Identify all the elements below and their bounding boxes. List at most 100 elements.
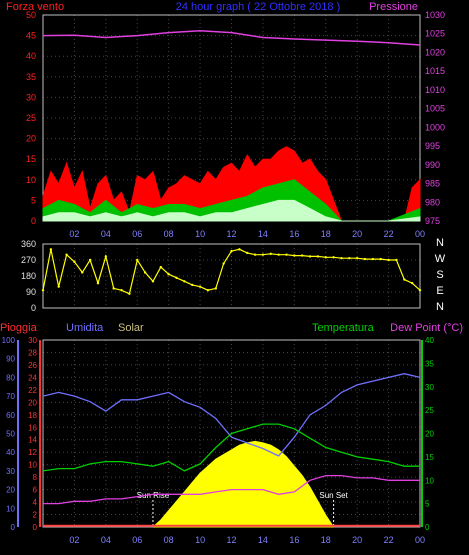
pressure-axis-title: Pressione bbox=[369, 1, 418, 13]
wind-direction-point bbox=[230, 249, 233, 253]
x-tick-label: 10 bbox=[195, 229, 205, 239]
wind-direction-point bbox=[363, 257, 367, 261]
humidity-tick-label: 100 bbox=[2, 336, 16, 345]
compass-label: W bbox=[435, 253, 446, 265]
wind-direction-point bbox=[316, 255, 320, 258]
wind-tick-label: 40 bbox=[26, 51, 36, 61]
x-tick-label: 10 bbox=[195, 535, 205, 545]
direction-tick-label: 270 bbox=[21, 255, 36, 265]
compass-label: N bbox=[436, 301, 444, 313]
wind-direction-point bbox=[395, 258, 398, 262]
wind-tick-label: 10 bbox=[26, 175, 36, 185]
pressure-tick-label: 975 bbox=[425, 216, 440, 226]
direction-tick-label: 360 bbox=[21, 239, 36, 249]
x-tick-label: 20 bbox=[352, 535, 362, 545]
humidity-tick-label: 50 bbox=[6, 430, 15, 439]
x-tick-label: 22 bbox=[384, 229, 394, 239]
humidity-axis-title: Umidita bbox=[66, 322, 104, 334]
x-tick-label: 20 bbox=[352, 229, 362, 239]
wind-direction-point bbox=[214, 287, 217, 290]
temperature-line bbox=[42, 423, 420, 472]
wind-pressure-panel: Forza vento 24 hour graph ( 22 Ottobre 2… bbox=[6, 1, 445, 239]
x-tick-label: 22 bbox=[384, 535, 394, 545]
rain-tick-label: 2 bbox=[33, 511, 38, 520]
rain-tick-label: 10 bbox=[28, 461, 37, 470]
compass-label: N bbox=[436, 237, 444, 249]
wind-direction-point bbox=[41, 289, 45, 292]
x-tick-label: 18 bbox=[321, 535, 331, 545]
wind-direction-point bbox=[88, 258, 92, 262]
wind-direction-point bbox=[222, 262, 225, 265]
wind-direction-point bbox=[371, 257, 375, 261]
temperature-tick-label: 5 bbox=[425, 500, 430, 509]
x-tick-label: 04 bbox=[101, 535, 111, 545]
rain-tick-label: 30 bbox=[28, 336, 37, 345]
x-tick-label: 14 bbox=[258, 229, 268, 239]
humidity-tick-label: 30 bbox=[6, 467, 15, 476]
pressure-line bbox=[42, 29, 421, 46]
x-tick-label: 00 bbox=[415, 535, 425, 545]
dewpoint-line bbox=[43, 474, 420, 505]
wind-direction-line bbox=[42, 248, 421, 295]
temperature-tick-label: 35 bbox=[425, 359, 434, 368]
x-tick-label: 04 bbox=[101, 229, 111, 239]
humidity-tick-label: 90 bbox=[6, 355, 15, 364]
wind-tick-label: 0 bbox=[31, 216, 36, 226]
direction-tick-label: 90 bbox=[26, 287, 36, 297]
dewpoint-axis-title: Dew Point (°C) bbox=[390, 322, 463, 334]
x-tick-label: 16 bbox=[289, 229, 299, 239]
temperature-axis-title: Temperatura bbox=[312, 322, 375, 334]
compass-label: E bbox=[436, 285, 443, 297]
rain-axis-title: Pioggia bbox=[0, 322, 38, 334]
wind-direction-point bbox=[81, 271, 84, 274]
wind-direction-point bbox=[387, 258, 390, 262]
humidity-tick-label: 40 bbox=[6, 448, 15, 457]
pressure-tick-label: 1015 bbox=[425, 66, 445, 76]
wind-direction-point bbox=[151, 280, 155, 283]
rain-tick-label: 6 bbox=[33, 486, 38, 495]
temperature-tick-label: 40 bbox=[425, 336, 434, 345]
rain-tick-label: 26 bbox=[28, 361, 37, 370]
wind-direction-point bbox=[159, 265, 163, 269]
wind-direction-point bbox=[167, 273, 170, 276]
sunset-label: Sun Set bbox=[319, 491, 348, 500]
pressure-tick-label: 1005 bbox=[425, 104, 445, 114]
rain-tick-label: 16 bbox=[28, 423, 37, 432]
wind-direction-point bbox=[120, 289, 123, 292]
x-tick-label: 16 bbox=[289, 535, 299, 545]
temperature-tick-label: 30 bbox=[425, 383, 434, 392]
x-tick-label: 12 bbox=[226, 535, 236, 545]
wind-direction-point bbox=[293, 254, 296, 257]
wind-direction-point bbox=[206, 289, 210, 292]
wind-direction-point bbox=[410, 281, 414, 285]
wind-direction-point bbox=[175, 276, 178, 279]
wind-direction-point bbox=[112, 287, 115, 290]
wind-tick-label: 20 bbox=[26, 134, 36, 144]
pressure-tick-label: 980 bbox=[425, 197, 440, 207]
wind-direction-point bbox=[355, 257, 359, 260]
pressure-tick-label: 1000 bbox=[425, 122, 445, 132]
humidity-tick-label: 20 bbox=[6, 486, 15, 495]
wind-axis-title: Forza vento bbox=[6, 1, 64, 13]
wind-direction-point bbox=[73, 260, 76, 263]
wind-tick-label: 30 bbox=[26, 92, 36, 102]
pressure-tick-label: 985 bbox=[425, 179, 440, 189]
wind-tick-label: 15 bbox=[26, 154, 36, 164]
rain-tick-label: 8 bbox=[33, 473, 38, 482]
wind-direction-point bbox=[96, 281, 100, 285]
rain-tick-label: 18 bbox=[28, 411, 37, 420]
wind-direction-point bbox=[300, 254, 304, 257]
humidity-line bbox=[42, 373, 421, 457]
direction-tick-label: 0 bbox=[31, 303, 36, 313]
wind-direction-point bbox=[136, 258, 139, 262]
wind-direction-point bbox=[238, 248, 241, 251]
rain-tick-label: 20 bbox=[28, 398, 37, 407]
wind-direction-point bbox=[128, 292, 131, 295]
temperature-tick-label: 15 bbox=[425, 453, 434, 462]
pressure-tick-label: 995 bbox=[425, 141, 440, 151]
humidity-tick-label: 60 bbox=[6, 411, 15, 420]
direction-tick-label: 180 bbox=[21, 271, 36, 281]
x-tick-label: 12 bbox=[226, 229, 236, 239]
wind-direction-point bbox=[348, 257, 351, 260]
